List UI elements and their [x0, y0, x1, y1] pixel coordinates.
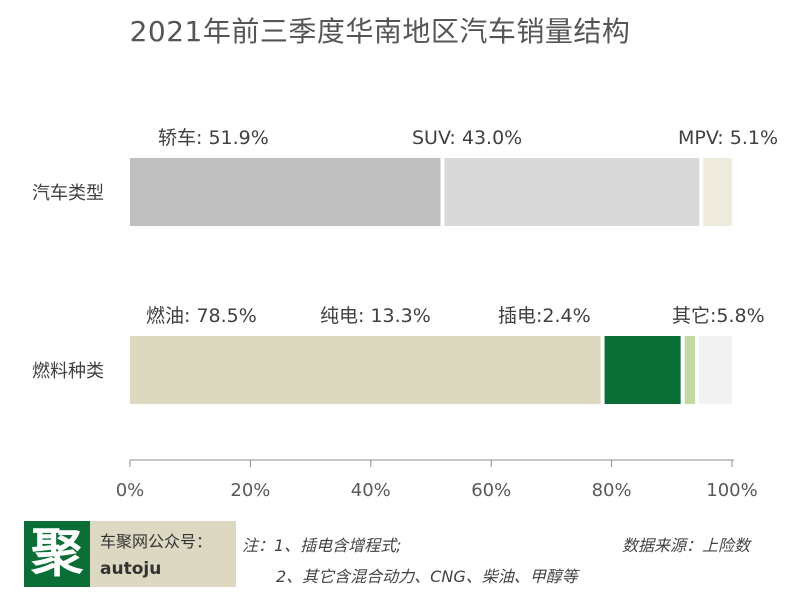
- category-label: 汽车类型: [32, 183, 104, 204]
- x-tick-label: 60%: [471, 480, 511, 501]
- bar-segment-纯电: [604, 336, 681, 404]
- x-tick-label: 40%: [351, 480, 391, 501]
- bar-segment-其它: [699, 336, 732, 404]
- footnote-line-1: 注：1、插电含增程式;: [242, 536, 402, 555]
- bar-segment-轿车: [130, 158, 441, 226]
- data-label-MPV: MPV: 5.1%: [678, 127, 778, 149]
- x-tick-label: 80%: [592, 480, 632, 501]
- bar-segment-SUV: [444, 158, 700, 226]
- x-tick-label: 0%: [116, 480, 145, 501]
- autoju-logo: 聚: [24, 521, 90, 587]
- data-source: 数据来源：上险数: [622, 536, 751, 555]
- account-id: autoju: [100, 559, 162, 579]
- data-label-纯电: 纯电: 13.3%: [320, 305, 431, 327]
- category-label: 燃料种类: [32, 361, 104, 382]
- bar-segment-燃油: [130, 336, 601, 404]
- data-label-插电: 插电:2.4%: [498, 305, 591, 327]
- data-label-其它: 其它:5.8%: [672, 305, 765, 327]
- chart-title: 2021年前三季度华南地区汽车销量结构: [129, 15, 631, 48]
- footnote-line-2: 2、其它含混合动力、CNG、柴油、甲醇等: [276, 567, 578, 586]
- x-tick-label: 20%: [230, 480, 270, 501]
- x-tick-label: 100%: [706, 480, 757, 501]
- bar-segment-MPV: [703, 158, 732, 226]
- account-label: 车聚网公众号：: [100, 532, 213, 551]
- account-box: 车聚网公众号： autoju: [90, 521, 236, 587]
- bar-segment-插电: [684, 336, 696, 404]
- data-label-SUV: SUV: 43.0%: [412, 127, 522, 149]
- data-label-轿车: 轿车: 51.9%: [158, 127, 269, 149]
- data-label-燃油: 燃油: 78.5%: [146, 305, 257, 327]
